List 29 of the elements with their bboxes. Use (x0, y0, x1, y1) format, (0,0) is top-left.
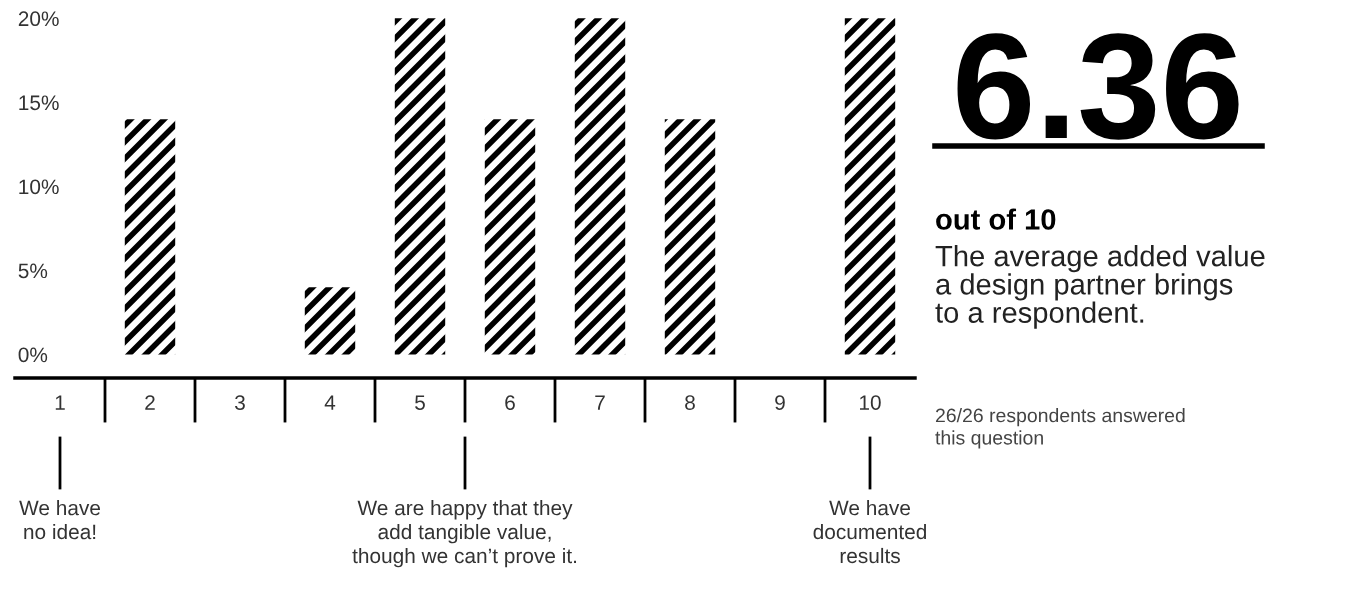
bar (664, 119, 716, 355)
y-tick-label: 15% (19, 95, 59, 111)
text: We have documented results (813, 500, 926, 564)
text: The average added value a design partner brings to a respondent. (935, 245, 1265, 329)
text: We have no idea! (19, 500, 100, 540)
y-tick-label: 0% (18, 347, 48, 363)
x-tick-label: 3 (235, 395, 245, 410)
x-tick-label: 6 (505, 395, 515, 410)
y-tick-label: 5% (18, 263, 48, 279)
y-tick-label: 10% (19, 179, 59, 195)
bar (844, 18, 896, 355)
bar (124, 119, 176, 355)
y-tick-label: 20% (18, 11, 59, 27)
x-tick-label: 9 (775, 395, 785, 410)
bar (394, 18, 446, 355)
bar (484, 119, 536, 355)
x-tick-label: 7 (595, 395, 605, 410)
x-tick-label: 4 (324, 395, 336, 410)
text: 6.36 (957, 33, 1239, 140)
x-tick-label: 5 (415, 395, 425, 410)
x-tick-label: 1 (55, 395, 65, 410)
bar (304, 287, 356, 355)
text: We are happy that they add tangible value, though we can’t prove it. (352, 500, 577, 568)
bar (574, 18, 626, 355)
x-tick-label: 8 (685, 395, 695, 410)
x-tick-label: 2 (145, 395, 155, 410)
text: out of 10 (936, 208, 1056, 230)
text: 26/26 respondents answered this question (935, 408, 1185, 449)
x-tick-label: 10 (860, 395, 881, 410)
